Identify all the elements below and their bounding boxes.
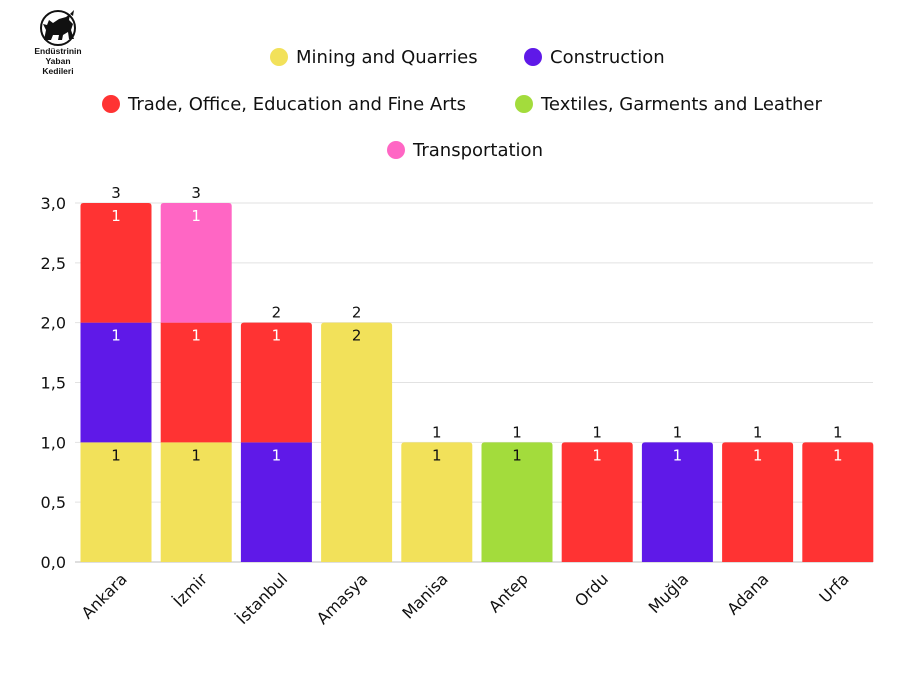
bar-ankara-trade-office-education-and-fine-arts	[80, 203, 152, 323]
data-label: 1	[432, 446, 442, 464]
data-label: 1	[111, 446, 121, 464]
logo-text: Endüstrinin Yaban Kedileri	[22, 46, 94, 76]
bar-urfa-trade-office-education-and-fine-arts	[802, 442, 874, 562]
logo-line: Yaban	[45, 56, 71, 66]
x-tick-label-i-zmir: İzmir	[169, 569, 211, 611]
total-label: 1	[673, 423, 683, 441]
data-label: 1	[753, 446, 763, 464]
data-label: 1	[592, 446, 602, 464]
y-tick-label: 2,5	[41, 254, 66, 273]
x-tick-label-amasya: Amasya	[313, 569, 372, 628]
bar-ordu-trade-office-education-and-fine-arts	[561, 442, 633, 562]
total-label: 1	[512, 423, 522, 441]
y-tick-label: 0,0	[41, 553, 66, 572]
x-tick-label-urfa: Urfa	[815, 569, 852, 606]
legend-label-construction: Construction	[550, 47, 665, 68]
bar-mu-la-construction	[641, 442, 713, 562]
legend: Mining and Quarries Construction Trade, Of…	[102, 47, 822, 161]
legend-label-textiles-garments-and-leather: Textiles, Garments and Leather	[540, 94, 822, 115]
y-axis: 0,0 0,5 1,0 1,5 2,0 2,5 3,0	[41, 194, 66, 572]
x-tick-label-manisa: Manisa	[398, 569, 451, 622]
total-label: 2	[352, 304, 362, 322]
bar-antep-textiles-garments-and-leather	[481, 442, 553, 562]
bar-adana-trade-office-education-and-fine-arts	[722, 442, 794, 562]
data-label: 1	[191, 327, 201, 345]
total-label: 1	[833, 423, 843, 441]
data-label: 1	[111, 207, 121, 225]
legend-swatch-textiles-garments-and-leather	[515, 95, 533, 113]
total-label: 2	[272, 304, 282, 322]
bar-amasya-mining-and-quarries	[321, 322, 393, 562]
x-tick-label-ordu: Ordu	[571, 569, 612, 610]
legend-swatch-transportation	[387, 141, 405, 159]
bar-ankara-mining-and-quarries	[80, 442, 152, 562]
data-label: 1	[111, 327, 121, 345]
logo-line: Kedileri	[42, 66, 74, 76]
bar-i-zmir-mining-and-quarries	[160, 442, 232, 562]
data-label: 1	[191, 446, 201, 464]
logo: Endüstrinin Yaban Kedileri	[22, 8, 94, 98]
y-tick-label: 0,5	[41, 493, 66, 512]
legend-label-transportation: Transportation	[412, 140, 543, 161]
bar-i-stanbul-trade-office-education-and-fine-arts	[240, 322, 312, 443]
x-axis: Ankara İzmir İstanbul Amasya Manisa Antep Ordu…	[78, 569, 853, 628]
y-tick-label: 1,0	[41, 433, 66, 452]
bar-ankara-construction	[80, 322, 152, 443]
data-label: 1	[191, 207, 201, 225]
total-label: 1	[592, 423, 602, 441]
data-label: 1	[272, 446, 282, 464]
y-tick-label: 3,0	[41, 194, 66, 213]
bar-i-zmir-trade-office-education-and-fine-arts	[160, 322, 232, 443]
bar-i-stanbul-construction	[240, 442, 312, 562]
x-tick-label-mu-la: Muğla	[645, 569, 693, 617]
legend-label-trade-office-education-and-fine-arts: Trade, Office, Education and Fine Arts	[127, 94, 466, 115]
total-label: 1	[753, 423, 763, 441]
x-tick-label-adana: Adana	[723, 569, 772, 618]
data-label: 1	[833, 446, 843, 464]
data-label: 1	[512, 446, 522, 464]
data-label: 2	[352, 327, 362, 345]
x-tick-label-ankara: Ankara	[78, 569, 131, 622]
data-label: 1	[673, 446, 683, 464]
y-tick-label: 1,5	[41, 374, 66, 393]
legend-swatch-mining-and-quarries	[270, 48, 288, 66]
x-tick-label-antep: Antep	[485, 569, 532, 616]
legend-swatch-trade-office-education-and-fine-arts	[102, 95, 120, 113]
x-tick-label-i-stanbul: İstanbul	[233, 569, 292, 628]
data-label: 1	[272, 327, 282, 345]
total-label: 3	[191, 184, 201, 202]
bar-i-zmir-transportation	[160, 203, 232, 323]
legend-swatch-construction	[524, 48, 542, 66]
black-cat-icon	[40, 10, 76, 46]
total-label: 3	[111, 184, 121, 202]
bars: 1 1 1 3 1 1 1 3 1 1 2 2 2 1 1 1 1 1 1 1 1 1 1 1 1	[80, 184, 874, 562]
total-label: 1	[432, 423, 442, 441]
bar-manisa-mining-and-quarries	[401, 442, 473, 562]
y-tick-label: 2,0	[41, 314, 66, 333]
legend-label-mining-and-quarries: Mining and Quarries	[296, 47, 478, 68]
logo-line: Endüstrinin	[34, 46, 82, 56]
